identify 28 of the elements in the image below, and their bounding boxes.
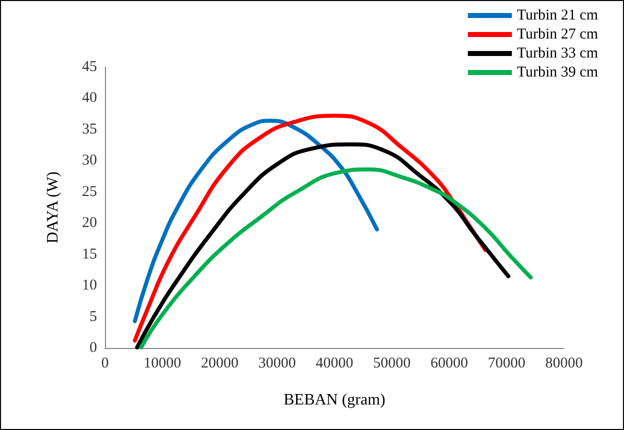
y-tick-label: 5	[90, 308, 97, 325]
legend-label: Turbin 21 cm	[516, 8, 598, 24]
y-tick-label: 10	[82, 278, 97, 294]
x-axis-title: BEBAN (gram)	[284, 392, 386, 408]
legend-label: Turbin 27 cm	[516, 26, 598, 42]
line-series	[132, 118, 379, 324]
x-tick-label: 70000	[488, 356, 526, 372]
x-tick-label: 0	[101, 356, 109, 372]
legend-label: Turbin 33 cm	[516, 46, 598, 62]
y-tick-label: 20	[82, 215, 97, 232]
y-tick-label: 25	[82, 184, 97, 200]
line-series	[135, 142, 510, 350]
y-tick-label: 35	[82, 121, 97, 138]
y-axis-title: DAYA (W)	[44, 172, 62, 244]
y-tick-label: 40	[82, 90, 97, 106]
y-tick-label: 45	[82, 59, 97, 75]
x-tick-label: 40000	[316, 356, 354, 372]
x-tick-label: 30000	[258, 356, 296, 372]
x-tick-label: 50000	[373, 356, 411, 372]
legend-label: Turbin 39 cm	[516, 64, 598, 80]
y-tick-label: 30	[82, 152, 97, 169]
y-tick-label: 15	[82, 246, 97, 262]
x-tick-label: 20000	[201, 356, 238, 372]
x-tick-label: 80000	[545, 356, 583, 372]
x-tick-label: 10000	[144, 356, 182, 372]
y-tick-label: 0	[90, 340, 97, 356]
line-series	[139, 167, 533, 350]
x-tick-label: 60000	[430, 356, 468, 372]
